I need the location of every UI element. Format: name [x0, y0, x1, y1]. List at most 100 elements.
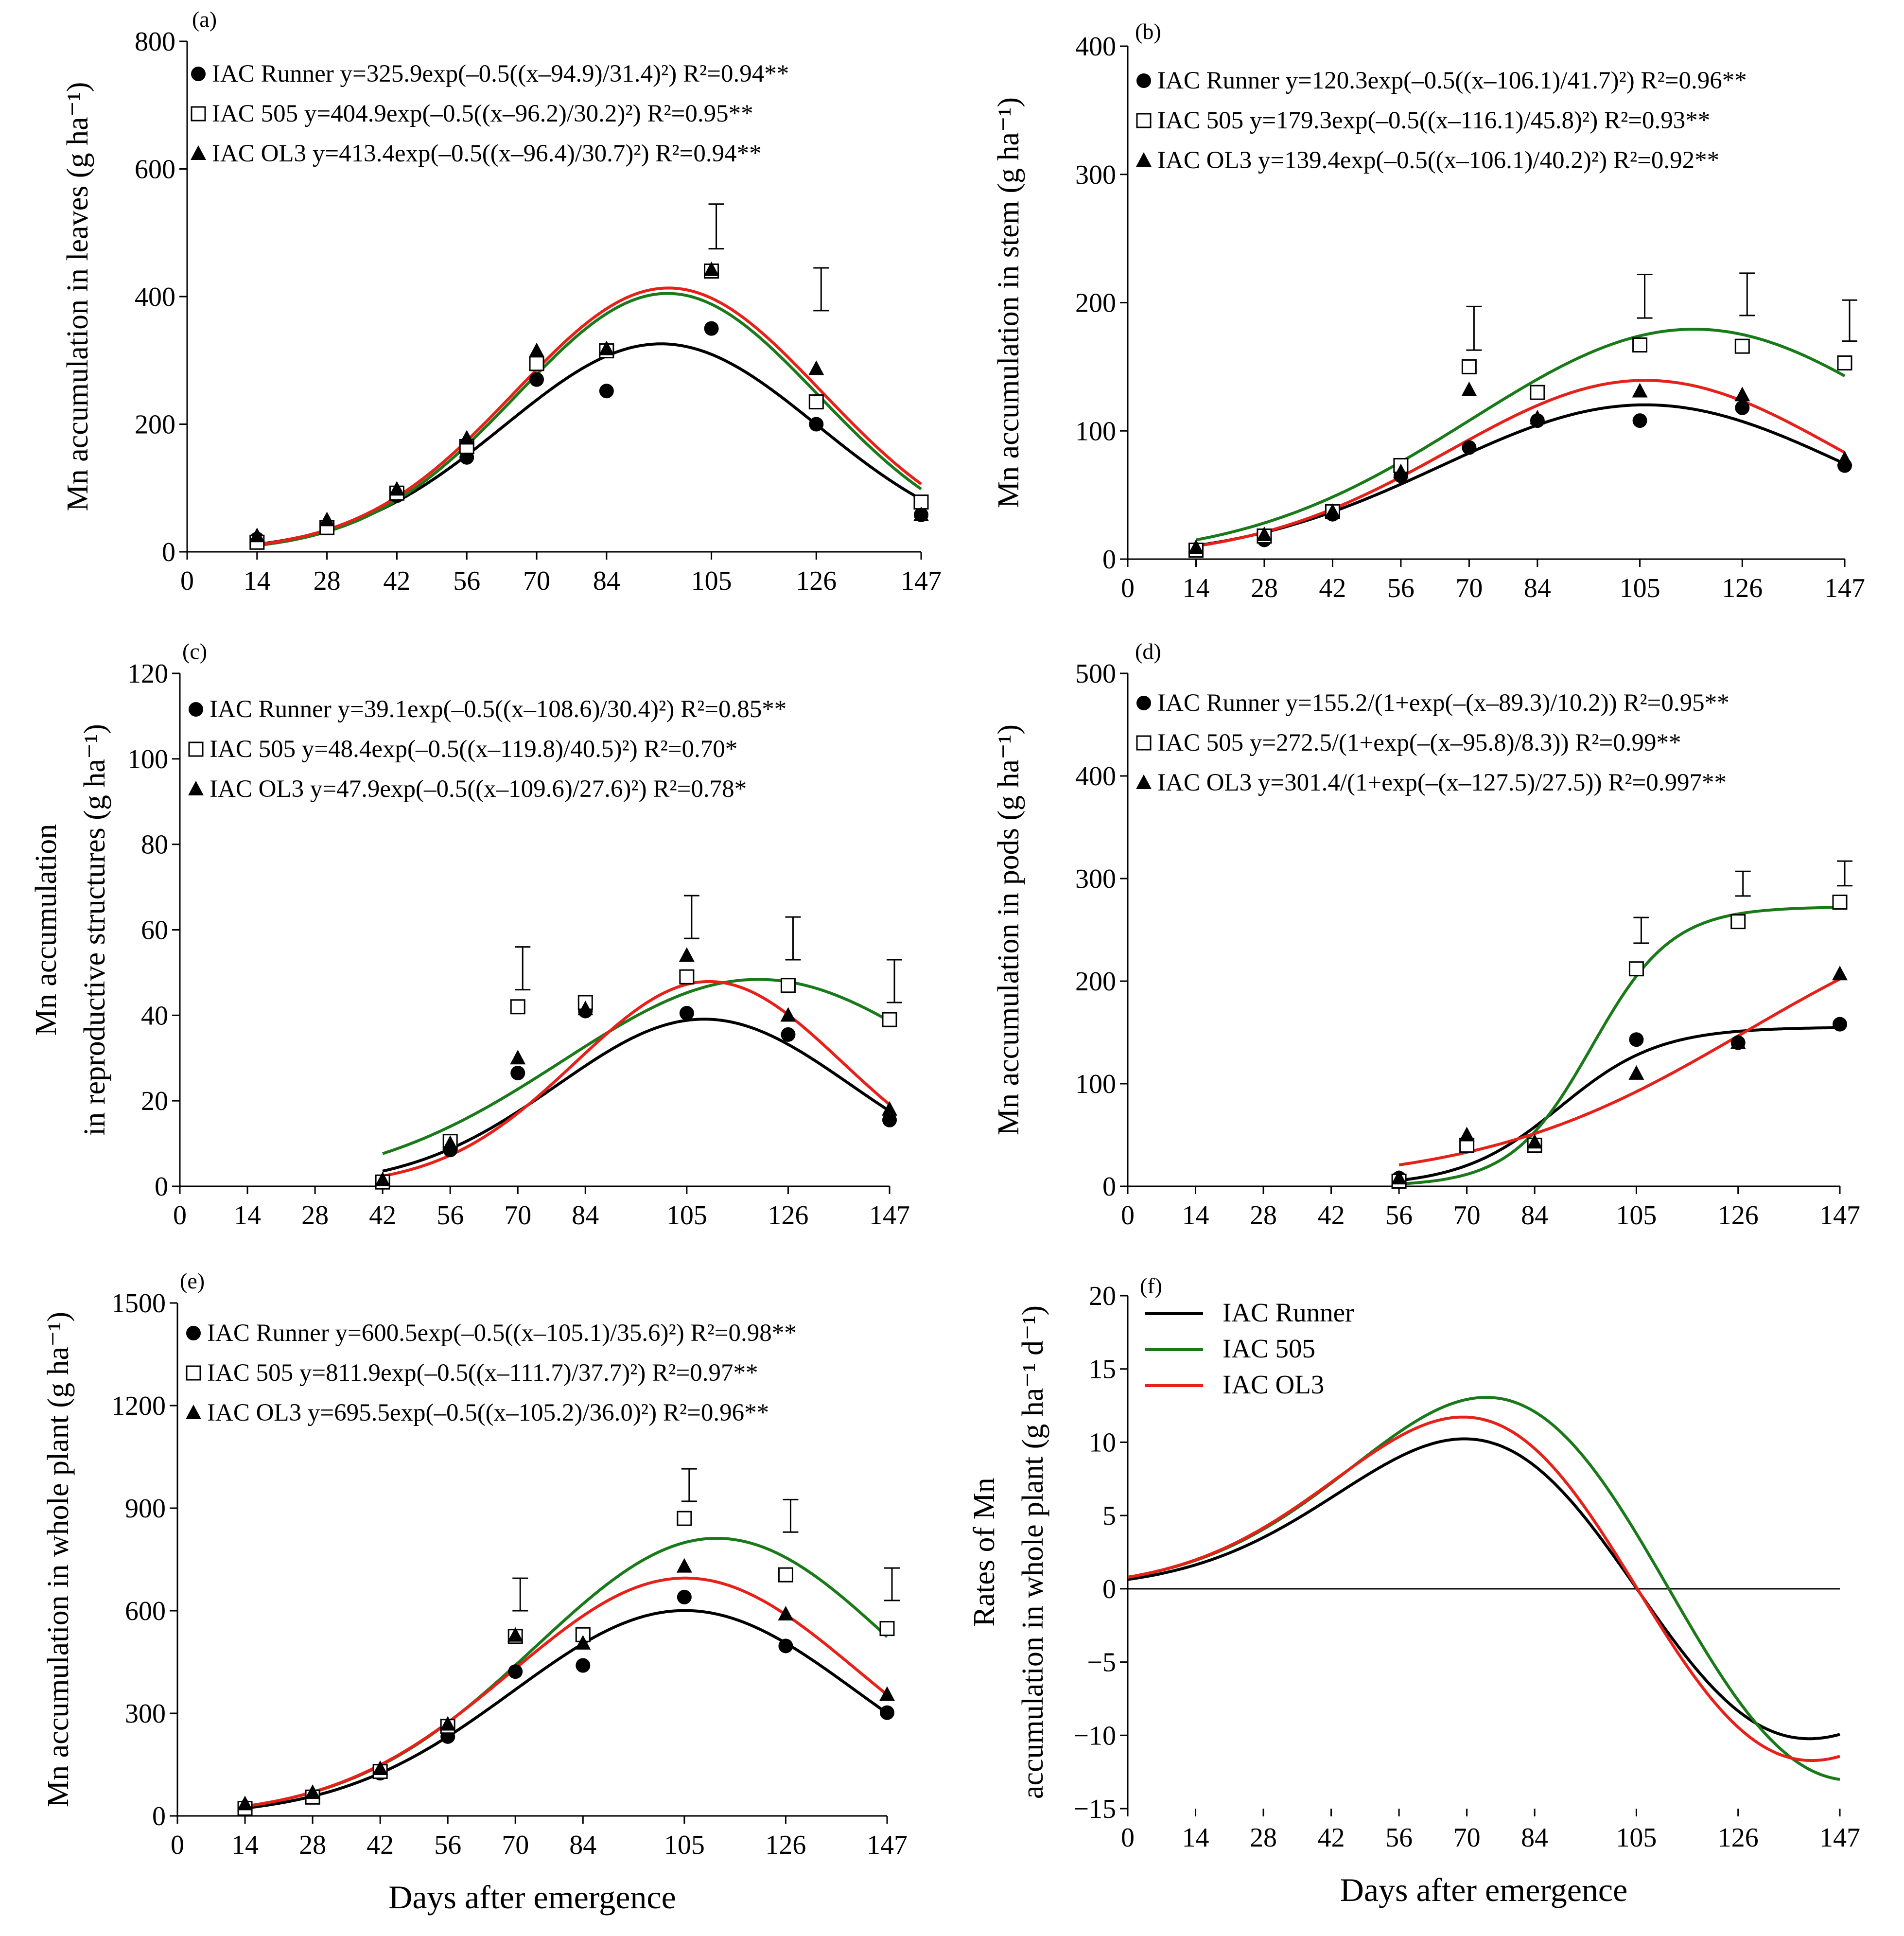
data-point-triangle — [249, 528, 265, 543]
legend-marker — [1136, 735, 1152, 751]
legend-marker — [1136, 113, 1152, 128]
y-axis-label: Mn accumulation in whole plant (g ha⁻¹) — [42, 1312, 75, 1807]
fit-curve-iac-505 — [1195, 328, 1846, 542]
y-tick-label: 600 — [125, 1596, 166, 1626]
legend-marker — [188, 781, 204, 795]
legend-label: IAC Runner y=120.3exp(–0.5((x–106.1)/41.… — [1157, 67, 1747, 94]
data-point-triangle — [575, 1635, 591, 1650]
x-tick-label: 70 — [1455, 573, 1483, 603]
x-tick-label: 84 — [1521, 1200, 1548, 1231]
data-point-triangle — [389, 481, 405, 496]
y-tick-label: 80 — [141, 830, 168, 860]
y-tick-label: 800 — [135, 27, 175, 57]
data-point-circle — [1735, 400, 1750, 415]
legend-label: IAC 505 y=272.5/(1+exp(–(x–95.8)/8.3)) R… — [1157, 729, 1681, 757]
data-point-circle — [1462, 440, 1477, 455]
x-tick-label: 147 — [869, 1200, 910, 1231]
data-point-square — [1832, 895, 1848, 910]
data-point-circle — [809, 417, 824, 432]
x-tick-label: 126 — [1718, 1823, 1759, 1853]
legend-label: IAC Runner — [1223, 1298, 1354, 1327]
x-tick-label: 126 — [1718, 1200, 1759, 1231]
data-point-triangle — [372, 1760, 388, 1775]
x-tick-label: 42 — [369, 1200, 396, 1231]
y-tick-label: 0 — [1102, 1574, 1116, 1604]
x-tick-label: 56 — [1387, 573, 1415, 603]
data-point-triangle — [778, 1606, 794, 1621]
y-tick-label: 1500 — [111, 1288, 166, 1319]
y-tick-label: 0 — [1102, 1172, 1116, 1202]
data-point-circle — [1833, 1017, 1847, 1032]
y-tick-label: 60 — [141, 915, 168, 946]
y-tick-label: −15 — [1073, 1794, 1116, 1824]
data-point-triangle — [1628, 1065, 1644, 1080]
panel-label: (e) — [180, 1268, 205, 1293]
data-point-circle — [576, 1658, 591, 1673]
x-tick-label: 0 — [173, 1200, 187, 1231]
x-tick-label: 28 — [1250, 1823, 1277, 1853]
y-axis-label: Mn accumulation in pods (g ha⁻¹) — [992, 724, 1025, 1135]
x-tick-label: 42 — [1318, 1200, 1345, 1231]
legend-marker — [189, 702, 203, 717]
fit-curve-iac-runner — [245, 1609, 888, 1810]
data-point-triangle — [882, 1101, 897, 1116]
x-tick-label: 56 — [453, 566, 480, 596]
legend-marker — [1136, 73, 1151, 88]
data-point-triangle — [679, 947, 695, 962]
y-tick-label: 400 — [1075, 761, 1116, 792]
x-tick-label: 105 — [666, 1200, 707, 1231]
x-tick-label: 14 — [234, 1200, 261, 1231]
x-tick-label: 147 — [1824, 573, 1865, 603]
y-tick-label: 200 — [135, 410, 175, 440]
data-point-triangle — [780, 1007, 796, 1022]
data-point-triangle — [1632, 383, 1648, 398]
panel-a: 0 200 400 600 800 0 14 28 42 56 70 84 105 126 147 (a) Mn… — [61, 7, 942, 596]
x-tick-label: 84 — [1521, 1823, 1548, 1853]
x-tick-label: 28 — [301, 1200, 329, 1231]
x-tick-label: 0 — [1121, 573, 1135, 603]
data-point-triangle — [913, 506, 929, 521]
y-tick-label: −5 — [1087, 1648, 1116, 1678]
y-tick-label: 400 — [1075, 32, 1116, 62]
fit-curve-iac-runner — [1128, 1437, 1840, 1741]
x-tick-label: 105 — [1616, 1823, 1657, 1853]
data-point-square — [1628, 961, 1644, 977]
fit-curve-iac-ol3 — [257, 286, 922, 546]
panel-label: (c) — [182, 639, 207, 664]
panel-label: (d) — [1135, 639, 1161, 664]
data-point-triangle — [442, 1135, 458, 1150]
data-point-square — [679, 969, 695, 985]
data-point-triangle — [510, 1050, 526, 1065]
data-point-triangle — [879, 1686, 895, 1701]
x-tick-label: 105 — [1620, 573, 1660, 603]
legend-label: IAC OL3 y=301.4/(1+exp(–(x–127.5)/27.5))… — [1157, 769, 1727, 796]
data-point-square — [1461, 359, 1477, 374]
data-point-triangle — [1459, 1126, 1475, 1142]
y-tick-label: 0 — [155, 1172, 168, 1202]
legend-marker — [186, 1365, 201, 1381]
data-point-square — [882, 1012, 897, 1027]
x-tick-label: 126 — [768, 1200, 808, 1231]
x-tick-label: 0 — [171, 1830, 184, 1860]
y-tick-label: 20 — [1089, 1281, 1116, 1311]
data-point-circle — [599, 384, 614, 399]
panel-d: 0 100 200 300 400 500 0 14 28 42 56 70 84 105 126 147 (d… — [992, 639, 1860, 1231]
data-point-circle — [1629, 1032, 1644, 1047]
x-tick-label: 28 — [1250, 1200, 1277, 1231]
data-point-triangle — [1529, 409, 1545, 424]
data-point-triangle — [598, 340, 614, 355]
x-tick-label: 84 — [1524, 573, 1551, 603]
y-axis-label: accumulation in whole plant (g ha⁻¹ d⁻¹) — [1016, 1305, 1049, 1799]
y-axis-label: Rates of Mn — [968, 1478, 1001, 1627]
y-tick-label: 0 — [162, 537, 175, 567]
legend-label: IAC OL3 y=695.5exp(–0.5((x–105.2)/36.0)²… — [207, 1399, 769, 1426]
data-point-circle — [880, 1705, 894, 1720]
data-point-square — [808, 394, 824, 410]
y-tick-label: 20 — [141, 1086, 168, 1116]
data-point-circle — [1632, 413, 1647, 428]
y-tick-label: 400 — [135, 282, 175, 312]
x-tick-label: 28 — [314, 566, 341, 596]
y-tick-label: −10 — [1073, 1721, 1116, 1751]
x-tick-label: 147 — [867, 1830, 908, 1860]
legend-marker — [188, 741, 204, 757]
